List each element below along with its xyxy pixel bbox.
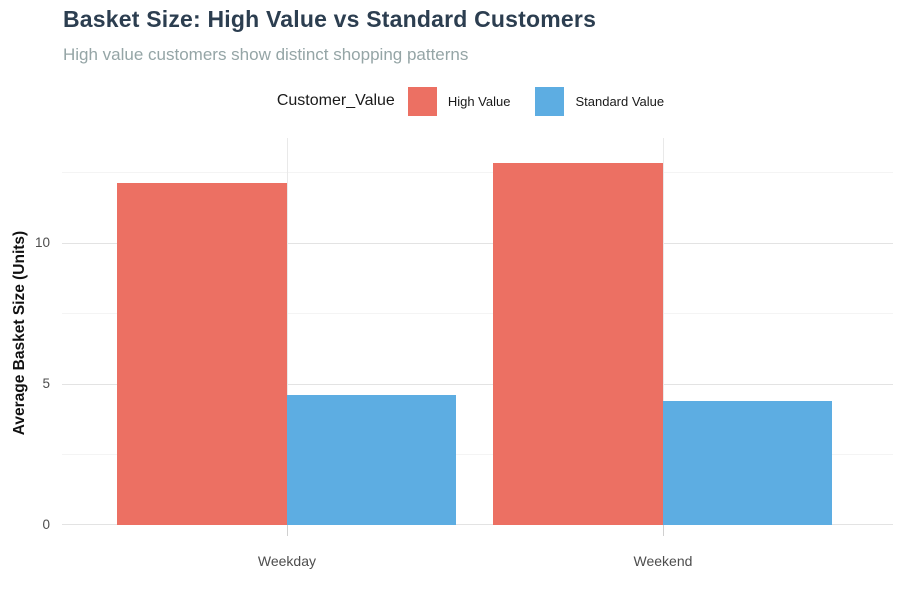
bar-weekend-standard-value [662, 400, 833, 525]
legend-label: High Value [447, 93, 511, 109]
x-axis-tick [662, 525, 664, 536]
gridline-minor [62, 313, 893, 315]
chart-subtitle: High value customers show distinct shopp… [63, 45, 469, 64]
x-category-label: Weekend [633, 553, 693, 569]
legend-title: Customer_Value [276, 92, 395, 109]
bar-weekend-high-value [493, 163, 663, 525]
legend-swatch-high-value [407, 86, 437, 116]
gridline-vertical [662, 138, 664, 525]
x-category-label: Weekday [257, 553, 316, 569]
chart-title: Basket Size: High Value vs Standard Cust… [63, 6, 597, 32]
gridline-major [62, 242, 893, 244]
y-tick-label: 0 [42, 517, 50, 532]
x-axis-tick [286, 525, 288, 536]
bar-weekday-standard-value [286, 395, 457, 525]
bar-weekday-high-value [117, 183, 287, 525]
gridline-minor [62, 171, 893, 173]
gridline-vertical [286, 138, 288, 525]
gridline-major [62, 383, 893, 385]
y-axis-title: Average Basket Size (Units) [11, 230, 28, 436]
legend-swatch-standard-value [535, 86, 565, 116]
plot-panel [62, 138, 893, 536]
gridline-major [62, 524, 893, 525]
gridline-minor [62, 454, 893, 456]
y-tick-label: 5 [42, 375, 50, 391]
legend-label: Standard Value [575, 93, 665, 109]
legend: Customer_Value High Value Standard Value [62, 86, 893, 116]
y-tick-label: 10 [34, 234, 50, 250]
